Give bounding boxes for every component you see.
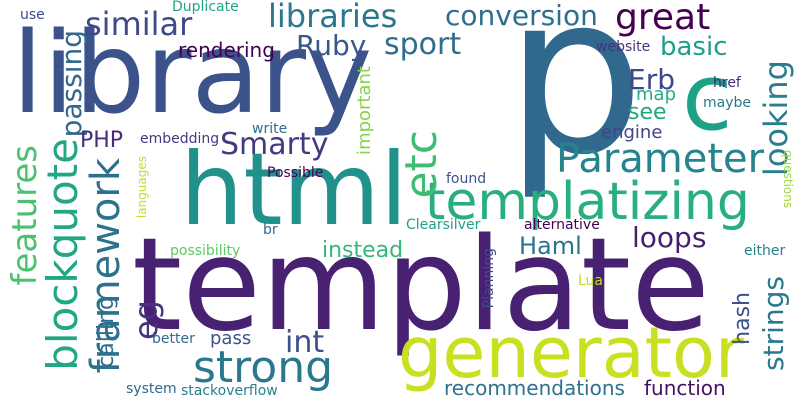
- word-questions: questions: [781, 150, 795, 209]
- word-ruby: Ruby: [296, 29, 367, 62]
- word-br: br: [263, 222, 278, 238]
- word-features: features: [5, 145, 45, 286]
- word-calling: calling: [94, 296, 119, 368]
- word-similar: similar: [85, 5, 193, 43]
- word-sport: sport: [384, 27, 462, 62]
- word-basic: basic: [660, 32, 728, 62]
- word-see: see: [628, 100, 667, 125]
- word-int: int: [285, 325, 325, 360]
- word-found: found: [446, 171, 487, 187]
- word-href: href: [713, 75, 741, 91]
- word-important: important: [354, 66, 375, 155]
- word-map: map: [636, 84, 676, 105]
- word-website: website: [596, 39, 651, 55]
- word-clearsilver: Clearsilver: [406, 217, 481, 233]
- word-alternative: alternative: [524, 217, 600, 233]
- word-libraries: libraries: [268, 0, 398, 35]
- word-great: great: [615, 0, 711, 38]
- word-system: system: [126, 381, 177, 397]
- word-html: html: [180, 131, 408, 248]
- word-better: better: [152, 331, 195, 347]
- word-recommendations: recommendations: [444, 376, 625, 400]
- word-embedding: embedding: [140, 131, 220, 147]
- word-erb: Erb: [628, 63, 675, 96]
- word-pass: pass: [210, 328, 252, 349]
- word-maybe: maybe: [703, 95, 752, 111]
- word-use: use: [20, 7, 45, 23]
- word-generator: generator: [398, 312, 744, 394]
- word-c: c: [682, 44, 733, 151]
- word-templatizing: templatizing: [425, 172, 750, 232]
- word-write: write: [252, 121, 288, 137]
- word-passing: passing: [55, 30, 88, 138]
- word-possibility: possibility: [170, 243, 241, 259]
- word-strong: strong: [193, 342, 334, 393]
- word-stackoverflow: stackoverflow: [181, 383, 278, 399]
- word-haml: Haml: [519, 232, 582, 260]
- word-conversion: conversion: [445, 0, 598, 32]
- word-library: library: [12, 9, 373, 139]
- word-function: function: [644, 376, 726, 400]
- word-etc: etc: [396, 130, 447, 199]
- word-smarty: Smarty: [220, 127, 329, 162]
- word-possible: Possible: [267, 165, 324, 181]
- word-rendering: rendering: [178, 38, 275, 62]
- word-strings: strings: [757, 276, 790, 371]
- word-blockquote: blockquote: [38, 138, 87, 371]
- word-hash: hash: [730, 292, 755, 345]
- word-planning: Planning: [481, 248, 497, 309]
- word-template: template: [132, 211, 710, 360]
- word-engine: engine: [601, 122, 663, 143]
- word-php: PHP: [80, 128, 124, 153]
- word-duplicate: Duplicate: [172, 0, 239, 15]
- word-parameter: Parameter: [556, 136, 765, 182]
- word-p: p: [505, 0, 645, 203]
- word-lua: Lua: [578, 273, 604, 289]
- word-languages: languages: [135, 156, 149, 219]
- word-loops: loops: [632, 221, 707, 254]
- word-either: either: [744, 243, 786, 259]
- word-instead: instead: [322, 238, 404, 263]
